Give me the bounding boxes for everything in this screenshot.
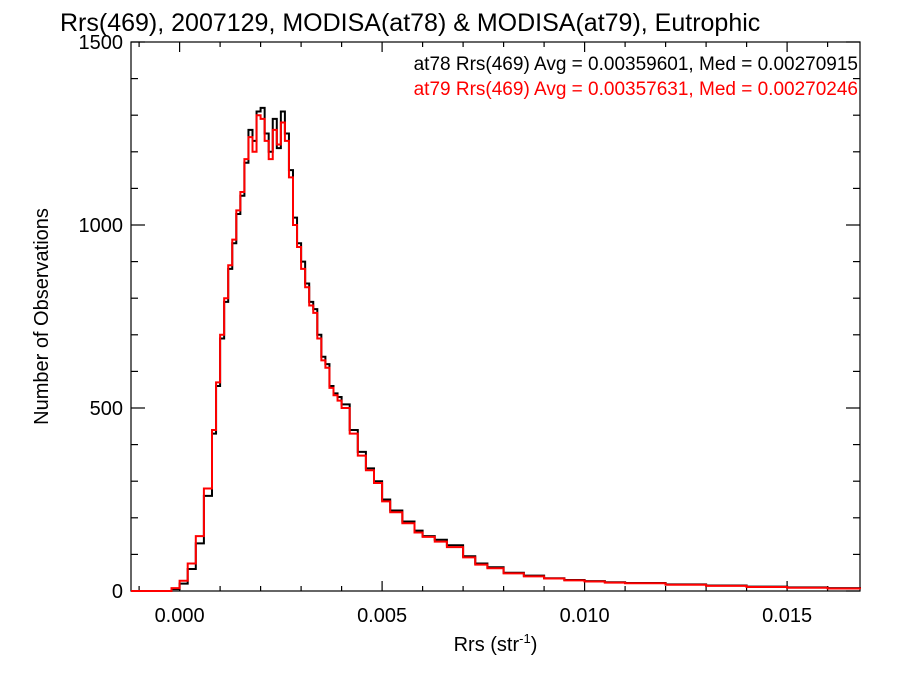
y-tick-label: 500 [90, 398, 123, 420]
y-tick-label: 0 [112, 581, 123, 603]
y-axis-label: Number of Observations [31, 208, 53, 425]
y-tick-label: 1000 [79, 215, 124, 237]
x-tick-label: 0.010 [560, 605, 610, 627]
legend-entry-at79: at79 Rrs(469) Avg = 0.00357631, Med = 0.… [414, 79, 858, 100]
series-at79-line [131, 114, 861, 592]
chart-title: Rrs(469), 2007129, MODISA(at78) & MODISA… [60, 9, 760, 37]
x-tick-label: 0.005 [357, 605, 407, 627]
series-at78-line [131, 106, 861, 592]
legend-entry-at78: at78 Rrs(469) Avg = 0.00359601, Med = 0.… [414, 54, 858, 75]
x-axis-label: Rrs (str-1) [454, 631, 538, 656]
plot-frame [130, 41, 861, 592]
y-tick-label: 1500 [79, 32, 124, 54]
x-tick-label: 0.015 [762, 605, 812, 627]
x-tick-label: 0.000 [155, 605, 205, 627]
